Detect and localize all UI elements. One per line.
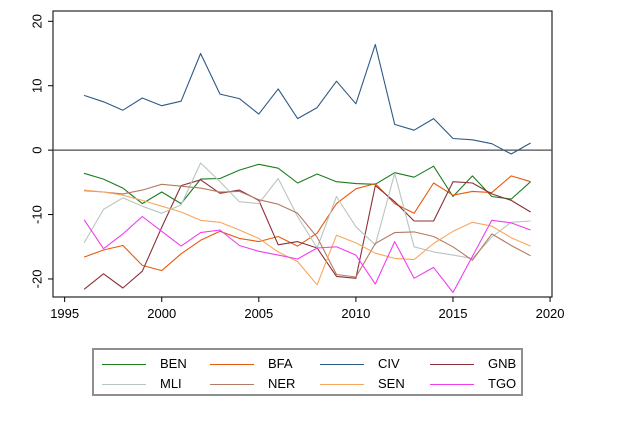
y-tick-label: 20 [30, 14, 45, 28]
x-tick-label: 1995 [50, 306, 79, 321]
plot-border-rect [52, 10, 553, 298]
legend-line-bfa [210, 363, 254, 365]
y-tick-label: 10 [30, 78, 45, 92]
series-line-mli [83, 162, 531, 259]
y-tick-label: 0 [30, 147, 45, 154]
legend-line-mli [102, 383, 146, 385]
series-line-sen [84, 189, 531, 286]
legend-label-gnb: GNB [488, 356, 517, 371]
y-tick-label: -20 [30, 270, 45, 289]
x-tick-label: 2000 [147, 306, 176, 321]
legend-label-civ: CIV [378, 356, 400, 371]
x-tick-label: 2005 [244, 306, 273, 321]
legend-item-sen: SEN [320, 376, 405, 392]
series-line-bfa [83, 175, 531, 272]
series-line-ner [84, 183, 531, 278]
legend-line-sen [320, 383, 364, 385]
legend-item-tgo: TGO [430, 376, 516, 392]
legend-line-ner [210, 383, 254, 385]
series-line-civ [83, 43, 531, 155]
legend-item-civ: CIV [320, 356, 400, 372]
series-line-gnb [83, 179, 531, 290]
series-line-tgo [83, 215, 531, 294]
legend-item-bfa: BFA [210, 356, 293, 372]
axis-ticks [48, 20, 551, 302]
x-tick-label: 2020 [536, 306, 565, 321]
legend-label-sen: SEN [378, 376, 405, 391]
series-line-ben [83, 163, 531, 205]
legend-line-tgo [430, 383, 474, 385]
legend-label-bfa: BFA [268, 356, 293, 371]
x-tick-label: 2015 [439, 306, 468, 321]
plot-border [52, 10, 553, 298]
x-tick-label: 2010 [341, 306, 370, 321]
legend-line-gnb [430, 363, 474, 365]
legend-label-ben: BEN [160, 356, 187, 371]
legend-line-civ [320, 363, 364, 365]
legend-label-ner: NER [268, 376, 296, 391]
chart-legend: BEN BFA CIV GNB MLI NER SEN TGO [92, 348, 523, 396]
y-tick-label: -10 [30, 205, 45, 224]
legend-item-ner: NER [210, 376, 295, 392]
legend-item-gnb: GNB [430, 356, 516, 372]
series-lines [83, 43, 531, 294]
legend-label-tgo: TGO [488, 376, 517, 391]
legend-item-mli: MLI [102, 376, 182, 392]
legend-line-ben [102, 363, 146, 365]
legend-item-ben: BEN [102, 356, 187, 372]
legend-label-mli: MLI [160, 376, 182, 391]
